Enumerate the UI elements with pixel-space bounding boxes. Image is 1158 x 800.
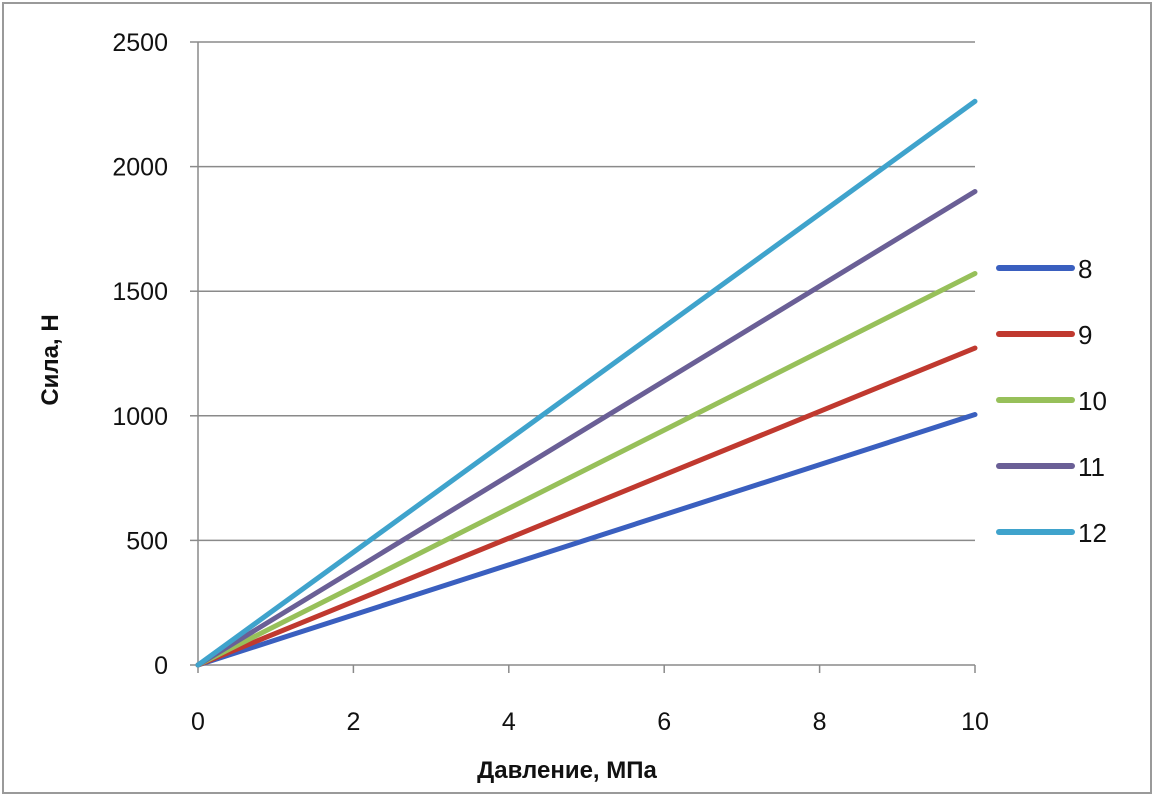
legend-label: 8 — [1078, 254, 1092, 284]
legend-label: 11 — [1078, 452, 1105, 482]
y-tick-label: 1000 — [112, 403, 168, 431]
y-tick-label: 1500 — [112, 278, 168, 306]
series-line-12 — [195, 98, 978, 668]
y-tick-label: 500 — [126, 527, 168, 555]
series-line-10 — [195, 271, 978, 668]
x-axis-label: Давление, МПа — [477, 757, 657, 784]
y-tick-label: 2500 — [112, 29, 168, 57]
y-tick-label: 2000 — [112, 154, 168, 182]
series-line-8 — [195, 412, 978, 668]
x-tick-label: 6 — [657, 708, 671, 736]
x-tick-label: 2 — [346, 708, 360, 736]
y-axis-label: Сила, Н — [37, 314, 64, 405]
series-line-9 — [195, 345, 978, 668]
legend-label: 10 — [1078, 386, 1107, 416]
legend-label: 12 — [1078, 518, 1107, 548]
series-line-11 — [195, 189, 978, 668]
y-tick-label: 0 — [154, 652, 168, 680]
x-tick-label: 0 — [191, 708, 205, 736]
legend-label: 9 — [1078, 320, 1092, 350]
x-tick-label: 10 — [961, 708, 989, 736]
x-tick-label: 4 — [502, 708, 516, 736]
x-tick-label: 8 — [813, 708, 827, 736]
